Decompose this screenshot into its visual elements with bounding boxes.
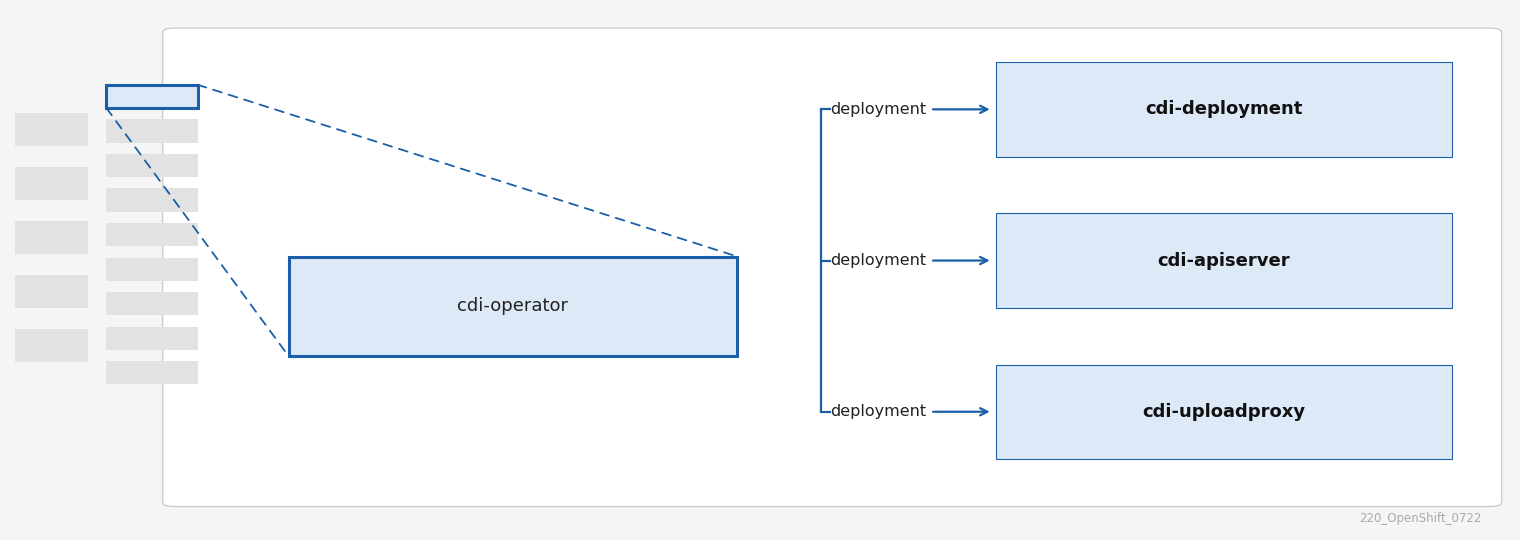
Bar bbox=[996, 213, 1452, 308]
Bar bbox=[106, 292, 198, 315]
Bar bbox=[106, 223, 198, 246]
Bar bbox=[15, 329, 88, 362]
Bar bbox=[106, 119, 198, 143]
Text: 220_OpenShift_0722: 220_OpenShift_0722 bbox=[1359, 512, 1482, 525]
Bar bbox=[106, 154, 198, 177]
Bar bbox=[106, 327, 198, 350]
Bar bbox=[996, 62, 1452, 157]
Bar bbox=[106, 85, 198, 108]
Bar bbox=[106, 85, 198, 108]
Bar bbox=[15, 221, 88, 254]
Text: deployment: deployment bbox=[830, 253, 927, 268]
Text: cdi-uploadproxy: cdi-uploadproxy bbox=[1142, 403, 1306, 421]
Bar bbox=[15, 113, 88, 146]
Bar bbox=[15, 167, 88, 200]
Text: cdi-deployment: cdi-deployment bbox=[1145, 100, 1303, 118]
Text: deployment: deployment bbox=[830, 404, 927, 419]
FancyBboxPatch shape bbox=[163, 28, 1502, 507]
Bar bbox=[289, 256, 737, 356]
Text: cdi-apiserver: cdi-apiserver bbox=[1157, 252, 1290, 269]
Text: cdi-operator: cdi-operator bbox=[458, 298, 568, 315]
Bar bbox=[106, 361, 198, 384]
Bar bbox=[106, 188, 198, 212]
Bar bbox=[996, 364, 1452, 459]
Bar bbox=[15, 275, 88, 308]
Bar bbox=[106, 258, 198, 281]
Text: deployment: deployment bbox=[830, 102, 927, 117]
